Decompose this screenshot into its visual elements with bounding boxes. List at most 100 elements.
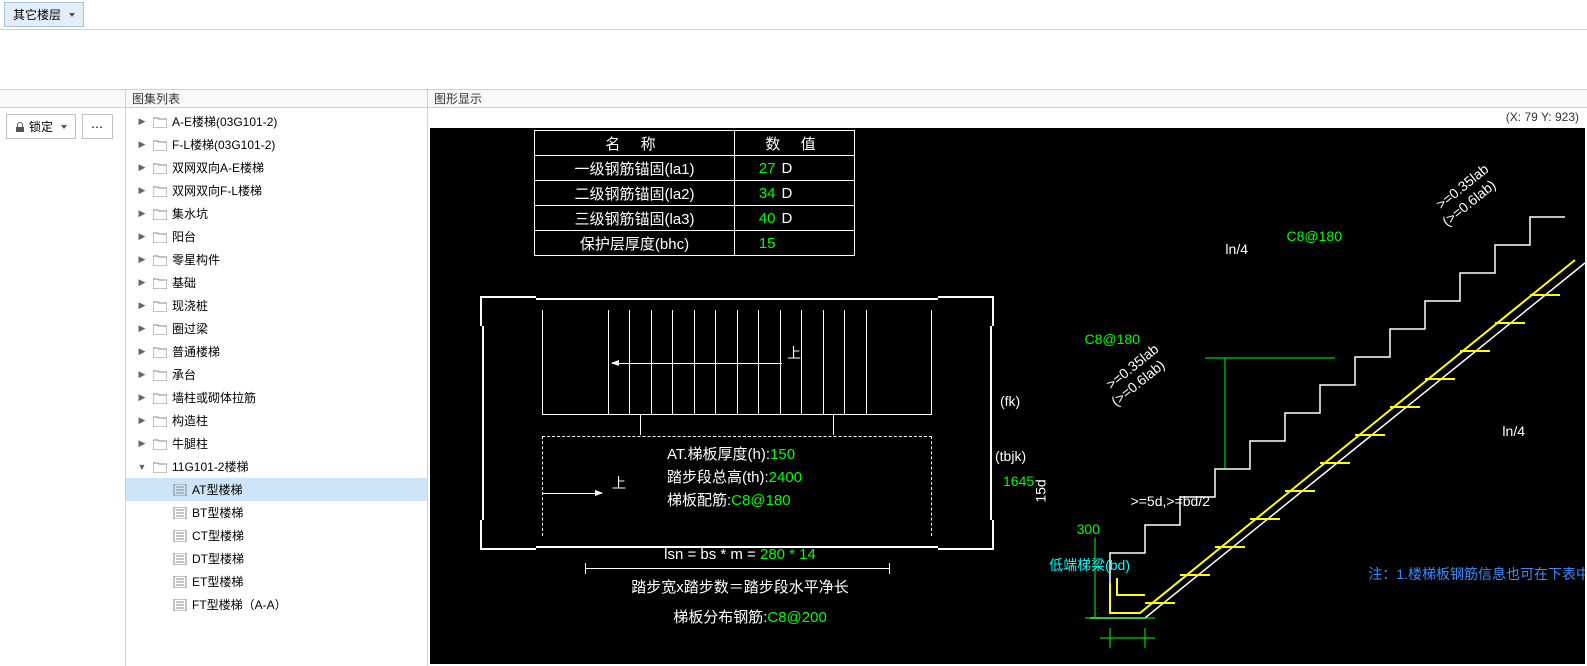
plan-thickness: AT.梯板厚度(h):150 [667,443,795,464]
folder-icon [152,460,168,474]
dim-tbjk-l: (tbjk) [995,448,1026,464]
lock-row: 锁定 ⋯ [0,108,125,145]
th-val: 数 值 [735,131,855,156]
cad-viewport[interactable]: 名 称数 值 一级钢筋锚固(la1)27D二级钢筋锚固(la2)34D三级钢筋锚… [430,128,1585,664]
stair-5d: >=5d,>=bd/2 [1131,493,1210,509]
tree-item[interactable]: ▶零星构件 [126,248,427,271]
tree-item[interactable]: ▶BT型楼梯 [126,501,427,524]
folder-icon [152,138,168,152]
tree-item[interactable]: ▶CT型楼梯 [126,524,427,547]
tree-item-label: 双网双向F-L楼梯 [172,182,262,199]
tree-arrow-icon[interactable]: ▶ [136,277,148,288]
tree-item-label: 基础 [172,274,196,291]
coord-x: 79 [1524,110,1537,124]
dots-icon: ⋯ [91,120,104,134]
coord-readout: (X: 79 Y: 923) [1506,110,1579,124]
tree-arrow-icon[interactable]: ▶ [136,231,148,242]
tree-item[interactable]: ▶ 圈过梁 [126,317,427,340]
lock-button[interactable]: 锁定 [6,114,76,139]
other-floors-dropdown[interactable]: 其它楼层 [4,2,84,27]
formula-1: lsn = bs * m = 280 * 14 [580,546,900,563]
tree-item[interactable]: ▶构造柱 [126,409,427,432]
tree-item-label: 集水坑 [172,205,208,222]
tree-item[interactable]: ▶ 双网双向F-L楼梯 [126,179,427,202]
tree-arrow-icon[interactable]: ▶ [136,185,148,196]
tree-arrow-icon[interactable]: ▶ [136,346,148,357]
tree-arrow-icon[interactable]: ▶ [136,208,148,219]
cell-unit [780,231,855,256]
plan-rebar: 梯板配筋:C8@180 [667,489,791,510]
other-floors-label: 其它楼层 [13,6,61,23]
tree-item[interactable]: ▶ 基础 [126,271,427,294]
cell-num: 15 [735,231,780,256]
table-row: 三级钢筋锚固(la3)40D [535,206,855,231]
plan-height: 踏步段总高(th):2400 [667,466,802,487]
tree-item[interactable]: ▶ 集水坑 [126,202,427,225]
cell-num: 40 [735,206,780,231]
tree-arrow-icon[interactable]: ▶ [136,116,148,127]
tree-item-label: 牛腿柱 [172,435,208,452]
folder-icon [152,299,168,313]
tree-arrow-icon[interactable]: ▶ [136,369,148,380]
tree-list[interactable]: ▶A-E楼梯(03G101-2)▶F-L楼梯(03G101-2)▶双网双向A-E… [126,108,427,666]
document-icon [172,598,188,612]
tree-item[interactable]: ▶承台 [126,363,427,386]
cell-unit: D [780,206,855,231]
folder-icon [152,345,168,359]
tree-item[interactable]: ▶ET型楼梯 [126,570,427,593]
tree-arrow-icon[interactable]: ▶ [136,254,148,265]
tree-item[interactable]: ▶DT型楼梯 [126,547,427,570]
tree-item[interactable]: ▶F-L楼梯(03G101-2) [126,133,427,156]
tree-item[interactable]: ▶ 普通楼梯 [126,340,427,363]
stair-300: 300 [1077,521,1100,537]
plan-view: 上 上 AT.梯板厚度(h):150 踏步段总高(th):2400 梯板配筋:C… [482,298,992,548]
dim-tbjk-v: 1645 [1003,473,1034,489]
tree-arrow-icon[interactable]: ▶ [136,162,148,173]
tree-item[interactable]: ▶ 牛腿柱 [126,432,427,455]
tree-arrow-icon[interactable]: ▶ [136,415,148,426]
folder-icon [152,115,168,129]
tree-item-label: 普通楼梯 [172,343,220,360]
tree-item-label: AT型楼梯 [192,481,242,498]
folder-icon [152,276,168,290]
plan-arrow-1 [612,363,782,364]
tree-item-label: BT型楼梯 [192,504,243,521]
document-icon [172,552,188,566]
stair-15d: 15d [1032,479,1048,502]
cell-name: 三级钢筋锚固(la3) [535,206,735,231]
tree-item[interactable]: ▶墙柱或砌体拉筋 [126,386,427,409]
plan-notch-bl [480,520,536,550]
tree-item[interactable]: ▶双网双向A-E楼梯 [126,156,427,179]
tree-item-label: FT型楼梯（A-A） [192,596,287,613]
plan-notch-br [938,520,994,550]
lock-label: 锁定 [29,118,53,135]
plan-gap [640,415,834,435]
folder-icon [152,253,168,267]
main-area: 锁定 ⋯ 图集列表 ▶A-E楼梯(03G101-2)▶F-L楼梯(03G101-… [0,90,1587,666]
stair-ln4-2: ln/4 [1502,423,1525,439]
tree-item[interactable]: ▶FT型楼梯（A-A） [126,593,427,616]
tree-item[interactable]: ▶ 现浇桩 [126,294,427,317]
tree-arrow-icon[interactable]: ▶ [136,323,148,334]
tree-item[interactable]: ▶A-E楼梯(03G101-2) [126,110,427,133]
cell-name: 二级钢筋锚固(la2) [535,181,735,206]
tree-arrow-icon[interactable]: ▼ [136,462,148,472]
up-marker-2: 上 [612,473,626,493]
canvas-column: 图形显示 (X: 79 Y: 923) 名 称数 值 一级钢筋锚固(la1)27… [428,90,1587,666]
table-row: 保护层厚度(bhc)15 [535,231,855,256]
tree-arrow-icon[interactable]: ▶ [136,392,148,403]
tree-arrow-icon[interactable]: ▶ [136,139,148,150]
tree-item[interactable]: ▶阳台 [126,225,427,248]
tree-item-label: 现浇桩 [172,297,208,314]
stair-ln4-1: ln/4 [1225,241,1248,257]
document-icon [172,529,188,543]
th-name: 名 称 [535,131,735,156]
more-button[interactable]: ⋯ [82,114,113,139]
tree-item[interactable]: ▼11G101-2楼梯 [126,455,427,478]
formula-dim-line [585,568,890,569]
tree-item-label: 圈过梁 [172,320,208,337]
tree-arrow-icon[interactable]: ▶ [136,300,148,311]
tree-item[interactable]: ▶AT型楼梯 [126,478,427,501]
tree-arrow-icon[interactable]: ▶ [136,438,148,449]
left-header [0,90,125,108]
